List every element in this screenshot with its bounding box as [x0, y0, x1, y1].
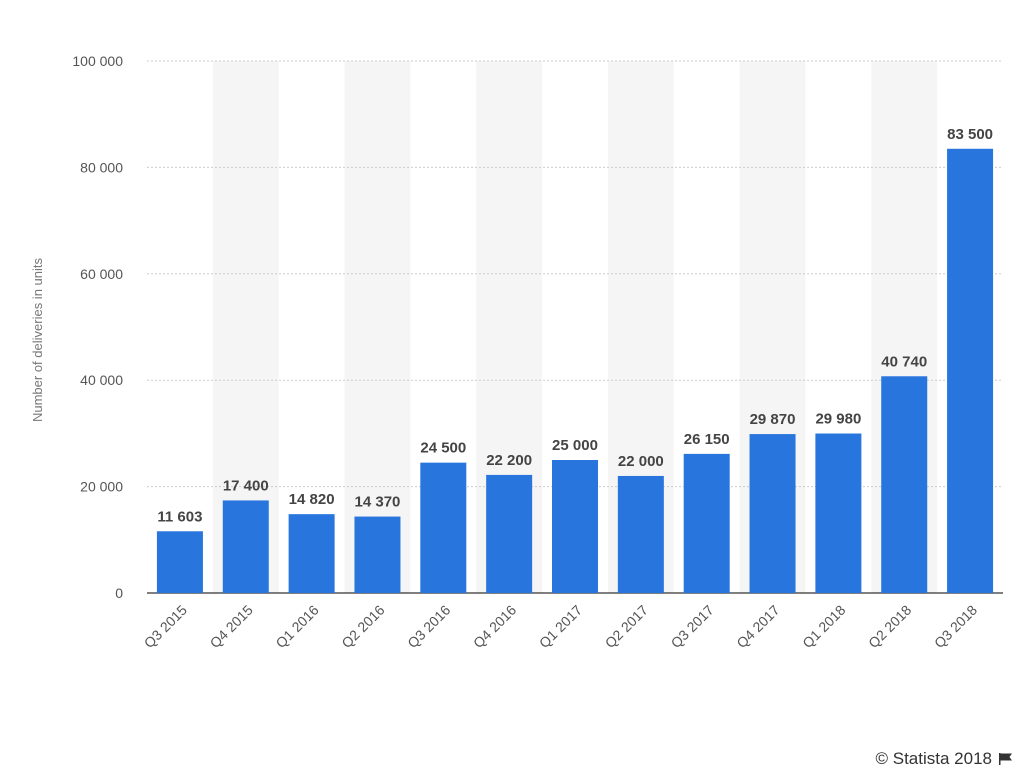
bars: [156, 148, 994, 593]
data-label: 14 820: [289, 491, 335, 508]
data-labels: 11 603 17 400 14 820 14 370 24 500 22 200 25 0…: [157, 126, 993, 525]
data-label: 22 000: [618, 453, 664, 470]
data-label: 40 740: [881, 353, 927, 370]
x-axis-ticks: Q3 2015 Q4 2015 Q1 2016 Q2 2016 Q3 2016 Q4 20…: [141, 602, 981, 651]
bar[interactable]: [354, 516, 401, 593]
x-tick-label: Q4 2016: [470, 602, 519, 651]
bar[interactable]: [222, 500, 269, 593]
bar[interactable]: [881, 376, 928, 593]
data-label: 29 870: [750, 411, 796, 428]
y-tick-label: 100 000: [72, 53, 123, 69]
credit-text: © Statista 2018: [875, 749, 993, 768]
x-tick-label: Q1 2018: [799, 602, 848, 651]
y-tick-label: 60 000: [80, 266, 123, 282]
data-label: 14 370: [355, 494, 401, 511]
data-label: 26 150: [684, 431, 730, 448]
x-tick-label: Q4 2015: [207, 602, 256, 651]
y-tick-label: 20 000: [80, 479, 123, 495]
bar[interactable]: [617, 475, 664, 593]
y-tick-label: 0: [115, 585, 123, 601]
data-label: 11 603: [157, 508, 202, 525]
y-tick-label: 40 000: [80, 372, 123, 388]
x-tick-label: Q1 2017: [536, 602, 585, 651]
background-band: [344, 61, 411, 593]
data-label: 83 500: [947, 126, 993, 143]
data-label: 22 200: [486, 452, 532, 469]
bar[interactable]: [683, 453, 730, 593]
y-axis-ticks: 0 20 000 40 000 60 000 80 000 100 000: [72, 53, 123, 601]
flag-icon[interactable]: [998, 752, 1014, 766]
x-tick-label: Q3 2018: [931, 602, 980, 651]
bar[interactable]: [156, 531, 203, 593]
bar[interactable]: [288, 514, 335, 593]
bar[interactable]: [420, 462, 467, 593]
bar[interactable]: [749, 434, 796, 593]
x-tick-label: Q2 2016: [338, 602, 387, 651]
bar[interactable]: [815, 433, 862, 593]
x-tick-label: Q2 2017: [602, 602, 651, 651]
data-label: 17 400: [223, 477, 269, 494]
x-tick-label: Q2 2018: [865, 602, 914, 651]
bar[interactable]: [552, 460, 598, 593]
y-axis-label: Number of deliveries in units: [30, 257, 45, 422]
x-tick-label: Q3 2016: [404, 602, 453, 651]
data-label: 24 500: [420, 440, 466, 457]
bar[interactable]: [947, 148, 994, 593]
source-credit: © Statista 2018: [876, 749, 1015, 769]
data-label: 29 980: [815, 411, 861, 428]
bar[interactable]: [486, 474, 533, 593]
y-tick-label: 80 000: [80, 159, 123, 175]
data-label: 25 000: [552, 437, 598, 454]
x-tick-label: Q3 2017: [668, 602, 717, 651]
x-tick-label: Q1 2016: [272, 602, 321, 651]
x-tick-label: Q4 2017: [733, 602, 782, 651]
x-tick-label: Q3 2015: [141, 602, 190, 651]
